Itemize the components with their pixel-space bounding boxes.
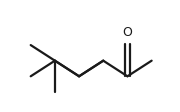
Text: O: O	[123, 26, 132, 39]
